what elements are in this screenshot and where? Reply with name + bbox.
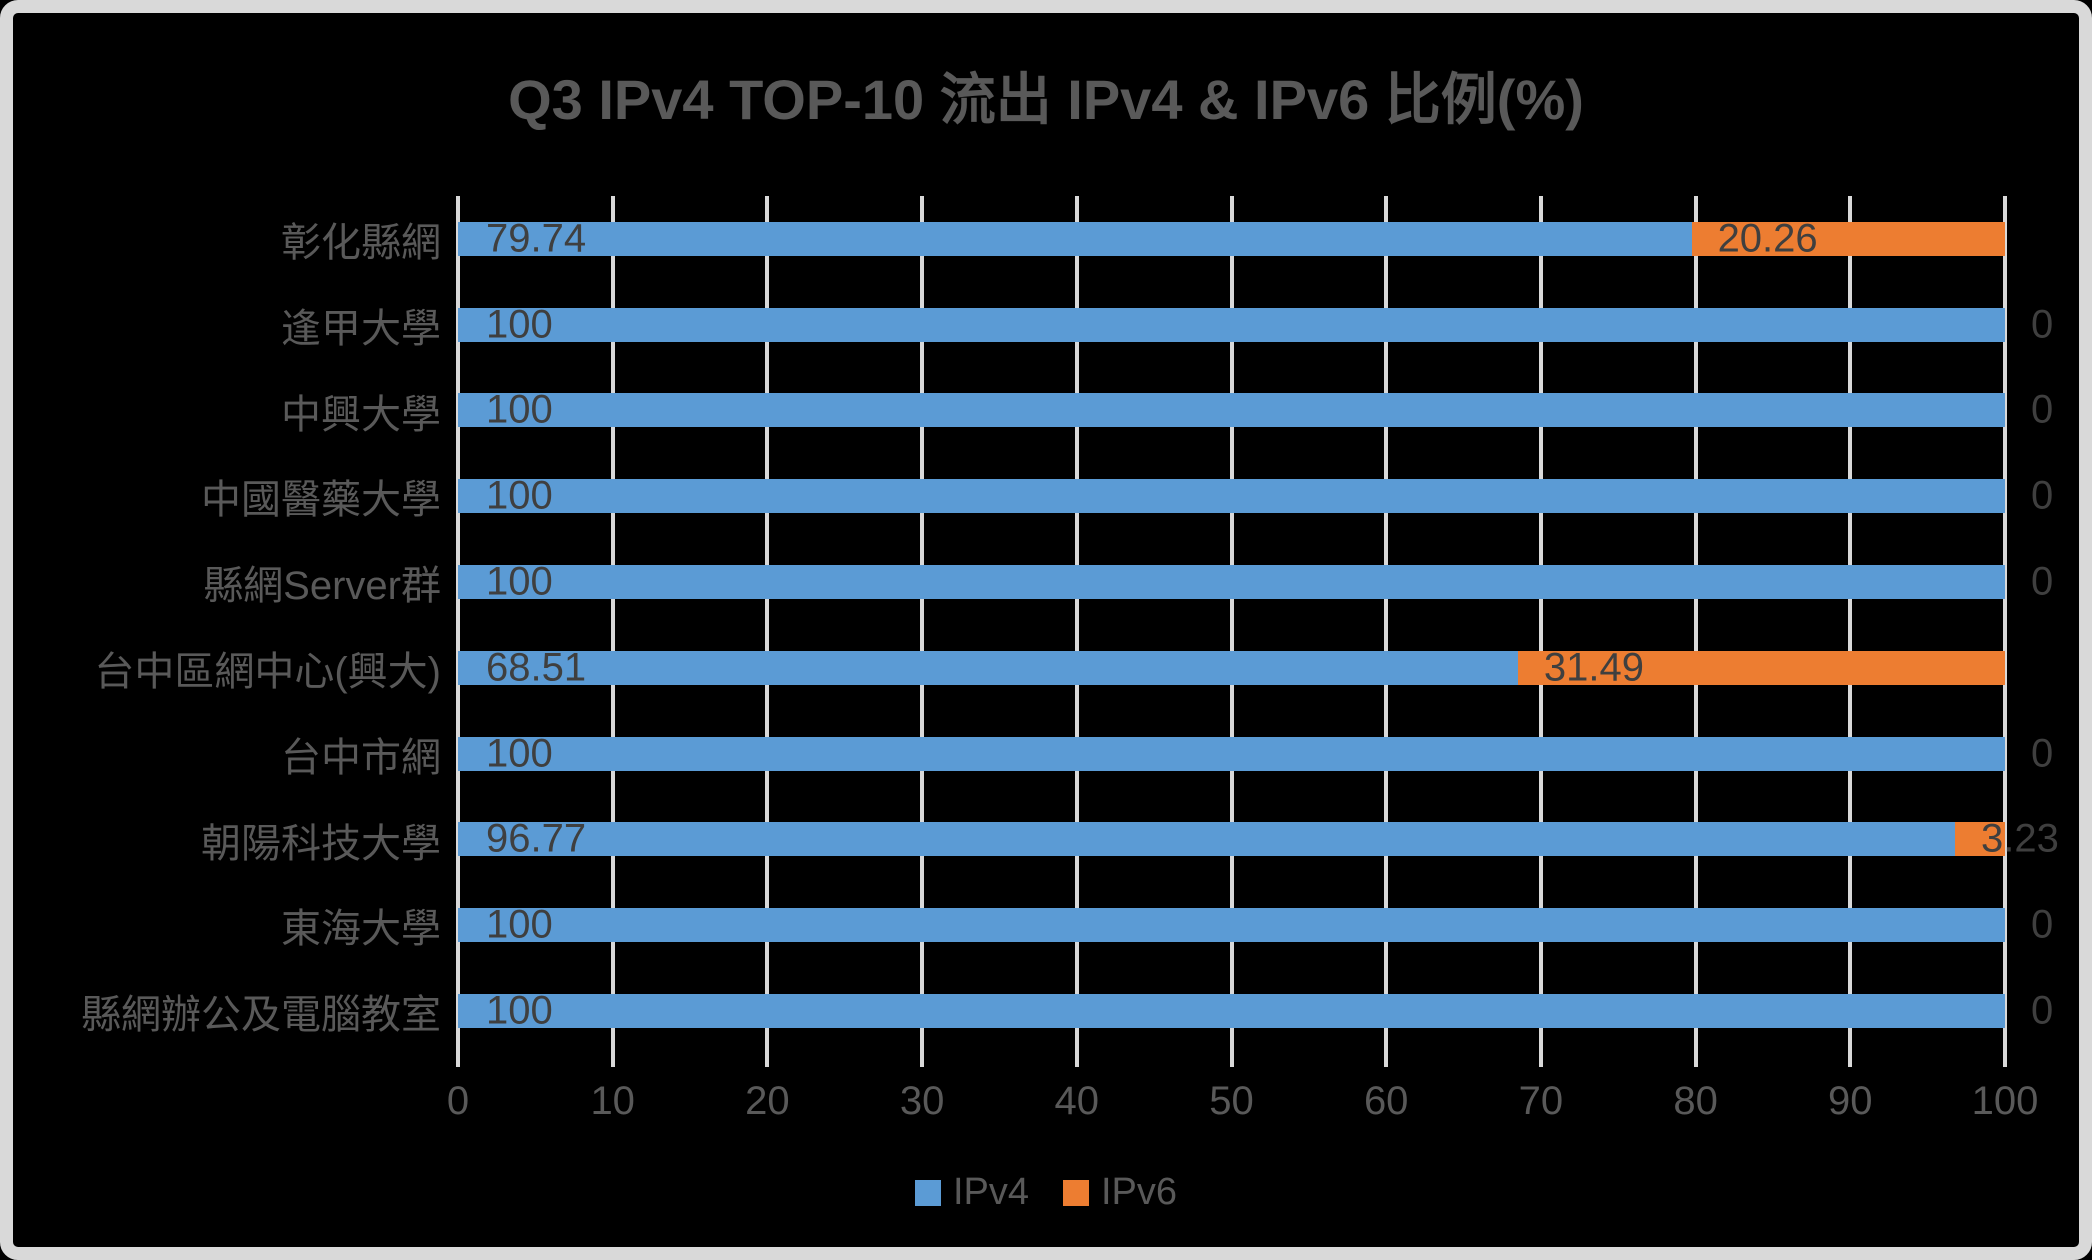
legend-label-ipv6: IPv6	[1101, 1171, 1178, 1213]
bar-label-ipv6-zero: 0	[2031, 302, 2054, 347]
legend-item-ipv6: IPv6	[1063, 1171, 1177, 1214]
bar-segment-ipv4: 100	[458, 388, 2005, 432]
bar-segment-ipv6: 20.26	[1691, 216, 2005, 260]
gridline	[1538, 196, 1543, 1067]
bar-segment-ipv6: 3.23	[1955, 817, 2059, 861]
bar-track: 96.77 3.23	[458, 817, 2059, 861]
bar-segment-ipv4: 100	[458, 474, 2005, 518]
bar-segment-ipv6: 31.49	[1517, 645, 2005, 689]
x-tick-label: 10	[590, 1079, 635, 1123]
bar-label-ipv4: 100	[486, 902, 553, 947]
gridline	[1229, 196, 1234, 1067]
bar-label-ipv4: 100	[486, 731, 553, 776]
bar-label-ipv6-zero: 0	[2031, 988, 2054, 1033]
bar-track: 79.74 20.26	[458, 216, 2005, 260]
bar-segment-ipv4: 100	[458, 302, 2005, 346]
gridline	[1384, 196, 1389, 1067]
x-axis: 0 10 20 30 40 50 60 70 80 90 100	[447, 1079, 2039, 1129]
gridline	[1693, 196, 1698, 1067]
bar-track: 100 0	[458, 388, 2053, 432]
bar-row: 100 0	[458, 539, 2053, 625]
x-tick-label: 90	[1828, 1079, 1873, 1123]
bar-segment-ipv4: 96.77	[458, 817, 1956, 861]
bar-label-ipv6-zero: 0	[2031, 902, 2054, 947]
x-tick-label: 50	[1209, 1079, 1254, 1123]
category-axis: 彰化縣網逢甲大學中興大學中國醫藥大學 縣網Server群台中區網中心(興大) 台中市…	[43, 196, 441, 1054]
bar-label-ipv6: 20.26	[1717, 216, 1818, 261]
bar-row: 100 0	[458, 453, 2053, 539]
bar-label-ipv6: 3.23	[1981, 816, 2059, 861]
bar-row: 100 0	[458, 711, 2053, 797]
bar-label-ipv4: 100	[486, 559, 553, 604]
bar-track: 68.51 31.49	[458, 645, 2005, 689]
category-label: 縣網Server群	[203, 564, 441, 609]
bar-track: 100 0	[458, 474, 2053, 518]
gridline	[456, 196, 460, 1067]
x-tick-label: 60	[1363, 1079, 1409, 1123]
bar-track: 100 0	[458, 302, 2053, 346]
category-label: 中國醫藥大學	[201, 478, 441, 523]
bar-label-ipv6-zero: 0	[2031, 387, 2054, 432]
bar-segment-ipv4: 68.51	[458, 645, 1518, 689]
bar-track: 100 0	[458, 989, 2053, 1033]
x-tick-label: 0	[446, 1079, 470, 1123]
category-label: 台中市網	[281, 735, 441, 780]
category-label: 逢甲大學	[281, 306, 441, 351]
bar-label-ipv4: 100	[486, 988, 553, 1033]
bar-row: 100 0	[458, 968, 2053, 1054]
bar-row: 100 0	[458, 882, 2053, 968]
category-label: 彰化縣網	[281, 220, 441, 265]
bar-row: 96.77 3.23	[458, 797, 2059, 883]
category-label: 朝陽科技大學	[201, 821, 441, 866]
gridline	[1848, 196, 1853, 1067]
bar-label-ipv4: 68.51	[486, 645, 587, 690]
legend-item-ipv4: IPv4	[914, 1171, 1029, 1214]
category-label: 縣網辦公及電腦教室	[81, 993, 441, 1038]
bar-label-ipv4: 100	[486, 473, 553, 518]
plot-area: 79.74 20.26 100 0 100 0 100 0 100 0 68.51 31.49 100 0…	[456, 196, 2059, 1067]
x-tick-label: 70	[1518, 1079, 1564, 1123]
bar-label-ipv6: 31.49	[1543, 645, 1644, 690]
bar-label-ipv6-zero: 0	[2031, 559, 2054, 604]
legend: IPv4 IPv6	[13, 1171, 2079, 1214]
bar-row: 100 0	[458, 282, 2053, 368]
bar-track: 100 0	[458, 731, 2053, 775]
category-label: 台中區網中心(興大)	[94, 649, 441, 694]
gridline	[765, 196, 770, 1067]
bar-segment-ipv4: 100	[458, 560, 2005, 604]
category-label: 東海大學	[281, 907, 441, 952]
bar-row: 68.51 31.49	[458, 625, 2005, 711]
ipv4-swatch-icon	[914, 1179, 941, 1206]
gridline	[2003, 196, 2007, 1067]
bar-segment-ipv4: 79.74	[458, 216, 1692, 260]
bar-label-ipv4: 79.74	[486, 216, 587, 261]
x-tick-label: 100	[1971, 1079, 2039, 1123]
category-label: 中興大學	[281, 392, 441, 437]
bar-segment-ipv4: 100	[458, 989, 2005, 1033]
bar-label-ipv6-zero: 0	[2031, 731, 2054, 776]
bar-label-ipv6-zero: 0	[2031, 473, 2054, 518]
bar-track: 100 0	[458, 903, 2053, 947]
bar-track: 100 0	[458, 560, 2053, 604]
x-tick-label: 20	[745, 1079, 790, 1123]
bar-label-ipv4: 100	[486, 302, 553, 347]
x-tick-label: 40	[1054, 1079, 1100, 1123]
bar-row: 79.74 20.26	[458, 196, 2005, 282]
x-tick-label: 80	[1673, 1079, 1718, 1123]
bar-label-ipv4: 96.77	[486, 816, 587, 861]
bar-segment-ipv4: 100	[458, 903, 2005, 947]
bar-segment-ipv4: 100	[458, 731, 2005, 775]
bar-row: 100 0	[458, 368, 2053, 454]
gridline	[1074, 196, 1079, 1067]
legend-label-ipv4: IPv4	[952, 1171, 1029, 1213]
x-tick-label: 30	[899, 1079, 945, 1123]
gridline	[610, 196, 615, 1067]
ipv6-swatch-icon	[1063, 1179, 1089, 1206]
chart-title: Q3 IPv4 TOP-10 流出 IPv4 & IPv6 比例(%)	[508, 68, 1584, 131]
bar-label-ipv4: 100	[486, 387, 553, 432]
gridline	[920, 196, 925, 1067]
